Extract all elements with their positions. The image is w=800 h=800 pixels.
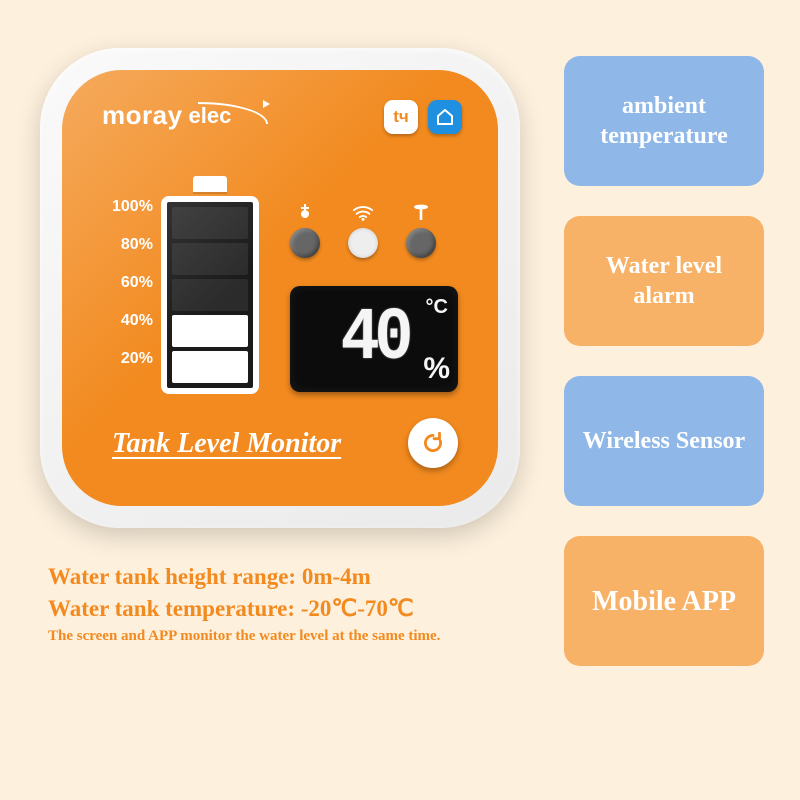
- tick-20: 20%: [112, 352, 153, 390]
- lcd-display: 40 °C %: [290, 286, 458, 392]
- gauge-segment-40: [172, 315, 248, 347]
- wifi-icon: [352, 200, 374, 222]
- tick-60: 60%: [112, 276, 153, 314]
- app-icon-row: tч: [384, 100, 462, 134]
- lcd-value: 40: [340, 297, 408, 381]
- battery-icon: [161, 176, 259, 394]
- status-wifi: [348, 200, 378, 258]
- refresh-icon: [420, 430, 446, 456]
- brand-logo: moray elec: [102, 100, 231, 131]
- tick-40: 40%: [112, 314, 153, 352]
- status-led: [406, 228, 436, 258]
- tank-icon: [411, 200, 431, 222]
- spec-block: Water tank height range: 0m-4m Water tan…: [48, 564, 440, 645]
- feature-tile-column: ambient temperature Water level alarm Wire…: [564, 56, 764, 666]
- status-tank: [406, 200, 436, 258]
- spec-fineprint: The screen and APP monitor the water lev…: [48, 628, 440, 645]
- device-face: moray elec tч 100% 80% 60% 40% 20%: [62, 70, 498, 506]
- spec-temp-range: Water tank temperature: -20℃-70℃: [48, 596, 440, 622]
- status-led: [348, 228, 378, 258]
- gauge-ticks: 100% 80% 60% 40% 20%: [112, 176, 161, 390]
- status-pump: [290, 200, 320, 258]
- status-led-row: [290, 200, 436, 258]
- feature-tile-0: ambient temperature: [564, 56, 764, 186]
- tuya-icon: tч: [384, 100, 418, 134]
- refresh-button[interactable]: [408, 418, 458, 468]
- feature-tile-1: Water level alarm: [564, 216, 764, 346]
- logo-swoosh-icon: [198, 102, 268, 124]
- gauge-segment-80: [172, 243, 248, 275]
- level-gauge: 100% 80% 60% 40% 20%: [112, 176, 259, 394]
- degree-c-icon: °C: [426, 296, 448, 319]
- spec-height-range: Water tank height range: 0m-4m: [48, 564, 440, 590]
- gauge-segment-20: [172, 351, 248, 383]
- device-shell: moray elec tч 100% 80% 60% 40% 20%: [40, 48, 520, 528]
- status-led: [290, 228, 320, 258]
- percent-icon: %: [423, 352, 450, 386]
- smartlife-icon: [428, 100, 462, 134]
- gauge-segment-100: [172, 207, 248, 239]
- feature-tile-2: Wireless Sensor: [564, 376, 764, 506]
- gauge-segment-60: [172, 279, 248, 311]
- tick-100: 100%: [112, 200, 153, 238]
- tick-80: 80%: [112, 238, 153, 276]
- pump-icon: [295, 200, 315, 222]
- feature-tile-3: Mobile APP: [564, 536, 764, 666]
- logo-word-1: moray: [102, 100, 183, 131]
- device-title: Tank Level Monitor: [112, 428, 341, 460]
